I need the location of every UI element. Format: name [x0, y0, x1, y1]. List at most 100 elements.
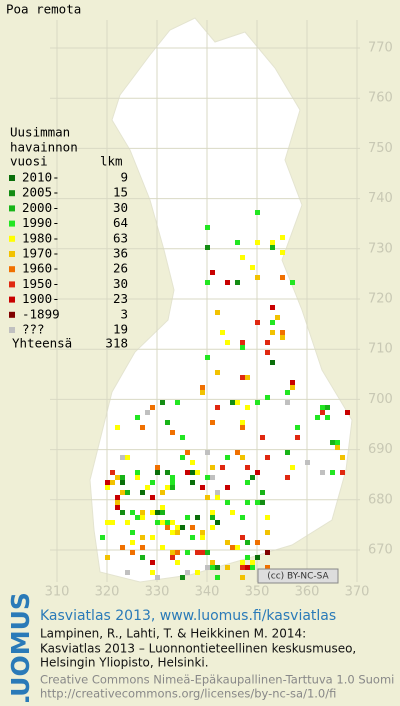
- occurrence-square: [115, 475, 120, 480]
- legend-swatch: [9, 190, 15, 197]
- occurrence-square: [180, 435, 185, 440]
- occurrence-square: [150, 495, 155, 500]
- occurrence-square: [195, 470, 200, 475]
- occurrence-square: [235, 280, 240, 285]
- legend-label: ???: [22, 322, 45, 337]
- legend-count: 15: [113, 185, 128, 200]
- y-axis-label: 710: [368, 342, 393, 357]
- occurrence-square: [265, 350, 270, 355]
- occurrence-square: [255, 540, 260, 545]
- occurrence-square: [235, 400, 240, 405]
- occurrence-square: [190, 480, 195, 485]
- occurrence-square: [210, 515, 215, 520]
- y-axis-label: 740: [368, 191, 393, 206]
- occurrence-square: [205, 475, 210, 480]
- occurrence-square: [260, 435, 265, 440]
- license-badge-box: [257, 568, 339, 584]
- legend-swatch: [9, 220, 15, 227]
- occurrence-square: [175, 400, 180, 405]
- occurrence-square: [130, 550, 135, 555]
- y-axis-label: 690: [368, 442, 393, 457]
- occurrence-square: [135, 515, 140, 520]
- occurrence-square: [305, 460, 310, 465]
- occurrence-square: [170, 475, 175, 480]
- occurrence-square: [150, 510, 155, 515]
- legend-label: 1980-: [22, 230, 60, 245]
- occurrence-square: [210, 560, 215, 565]
- occurrence-square: [255, 555, 260, 560]
- occurrence-square: [145, 485, 150, 490]
- occurrence-square: [180, 575, 185, 580]
- occurrence-square: [170, 430, 175, 435]
- occurrence-square: [215, 490, 220, 495]
- x-axis-label: 320: [95, 585, 120, 600]
- occurrence-square: [240, 375, 245, 380]
- occurrence-square: [215, 370, 220, 375]
- legend-label: 1900-: [22, 291, 60, 306]
- occurrence-square: [265, 395, 270, 400]
- x-axis-label: 330: [145, 585, 170, 600]
- occurrence-square: [135, 470, 140, 475]
- occurrence-square: [210, 420, 215, 425]
- occurrence-square: [215, 310, 220, 315]
- legend-total-count: 318: [105, 336, 128, 351]
- occurrence-square: [265, 530, 270, 535]
- legend-swatch: [9, 251, 15, 257]
- occurrence-square: [175, 560, 180, 565]
- occurrence-square: [270, 330, 275, 335]
- occurrence-square: [165, 520, 170, 525]
- occurrence-square: [110, 520, 115, 525]
- x-axis-label: 340: [195, 585, 220, 600]
- y-axis-label: 730: [368, 241, 393, 256]
- legend-label: 1960-: [22, 261, 60, 276]
- occurrence-square: [125, 455, 130, 460]
- occurrence-square: [205, 495, 210, 500]
- occurrence-square: [120, 475, 125, 480]
- occurrence-square: [110, 470, 115, 475]
- occurrence-square: [155, 575, 160, 580]
- legend-swatch: [9, 281, 15, 288]
- occurrence-square: [200, 385, 205, 390]
- occurrence-square: [170, 520, 175, 525]
- occurrence-square: [205, 450, 210, 455]
- occurrence-square: [180, 455, 185, 460]
- occurrence-square: [100, 535, 105, 540]
- occurrence-square: [125, 520, 130, 525]
- occurrence-square: [170, 480, 175, 485]
- occurrence-square: [345, 410, 350, 415]
- occurrence-square: [240, 535, 245, 540]
- occurrence-square: [255, 240, 260, 245]
- occurrence-square: [280, 275, 285, 280]
- legend-heading: Uusimman: [10, 125, 70, 140]
- occurrence-square: [335, 445, 340, 450]
- occurrence-square: [330, 440, 335, 445]
- occurrence-square: [185, 550, 190, 555]
- legend-heading: havainnon: [10, 140, 78, 155]
- occurrence-square: [175, 550, 180, 555]
- occurrence-square: [295, 435, 300, 440]
- occurrence-square: [240, 255, 245, 260]
- legend-count: 9: [120, 170, 128, 185]
- occurrence-square: [255, 320, 260, 325]
- license-line: http://creativecommons.org/licenses/by-n…: [40, 687, 336, 701]
- x-axis-label: 370: [345, 585, 370, 600]
- occurrence-square: [255, 470, 260, 475]
- occurrence-square: [285, 400, 290, 405]
- occurrence-square: [270, 240, 275, 245]
- occurrence-square: [105, 555, 110, 560]
- occurrence-square: [155, 465, 160, 470]
- occurrence-square: [180, 525, 185, 530]
- occurrence-square: [220, 465, 225, 470]
- legend-col-header: vuosi: [10, 154, 48, 169]
- occurrence-square: [185, 570, 190, 575]
- occurrence-square: [240, 425, 245, 430]
- occurrence-square: [140, 555, 145, 560]
- occurrence-square: [200, 485, 205, 490]
- occurrence-square: [230, 545, 235, 550]
- occurrence-square: [225, 500, 230, 505]
- occurrence-square: [190, 470, 195, 475]
- species-title: Poa remota: [6, 2, 81, 17]
- occurrence-square: [245, 500, 250, 505]
